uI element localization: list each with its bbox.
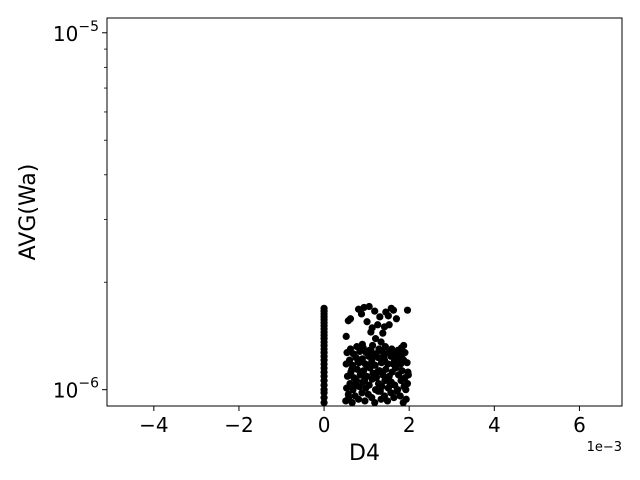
data-point bbox=[394, 386, 402, 394]
data-point bbox=[384, 312, 392, 320]
data-point bbox=[380, 352, 388, 360]
data-point bbox=[376, 313, 384, 321]
data-point bbox=[390, 394, 398, 402]
data-point bbox=[377, 338, 385, 346]
data-point bbox=[381, 343, 389, 351]
data-point bbox=[363, 318, 371, 326]
data-point bbox=[383, 397, 392, 405]
data-points bbox=[320, 302, 412, 407]
data-point bbox=[357, 310, 366, 318]
data-point bbox=[392, 315, 401, 323]
data-point bbox=[351, 381, 359, 389]
data-point bbox=[371, 361, 379, 369]
data-point bbox=[399, 350, 407, 358]
data-point bbox=[371, 398, 379, 407]
data-point bbox=[371, 335, 380, 343]
data-point bbox=[348, 365, 356, 373]
y-axis-label: AVG(Wa) bbox=[16, 164, 41, 261]
data-point bbox=[403, 379, 412, 388]
data-point bbox=[371, 307, 379, 315]
data-point bbox=[389, 306, 398, 314]
data-point bbox=[392, 363, 401, 371]
data-point bbox=[361, 397, 369, 405]
data-point bbox=[342, 332, 350, 341]
y-tick-label: 10−5 bbox=[53, 19, 99, 46]
data-point bbox=[346, 356, 354, 364]
data-point bbox=[360, 377, 369, 385]
data-point bbox=[373, 368, 381, 376]
data-point bbox=[365, 381, 373, 389]
data-point bbox=[374, 321, 382, 329]
x-tick-label: 2 bbox=[403, 413, 416, 437]
data-point bbox=[350, 374, 358, 382]
data-point bbox=[349, 350, 358, 358]
data-point bbox=[402, 395, 410, 403]
y-axis-ticks: 10−6 10−5 bbox=[53, 19, 107, 403]
x-tick-label: 4 bbox=[488, 413, 501, 437]
data-point bbox=[384, 360, 392, 368]
data-point bbox=[383, 375, 391, 383]
data-point bbox=[348, 398, 356, 407]
plot-frame bbox=[106, 17, 623, 407]
x-axis-label: D4 bbox=[349, 441, 380, 466]
data-point bbox=[354, 357, 362, 366]
data-point bbox=[320, 398, 328, 407]
data-point bbox=[404, 371, 412, 379]
data-point bbox=[403, 359, 411, 367]
data-point bbox=[379, 329, 387, 337]
data-point bbox=[365, 302, 373, 311]
data-point bbox=[346, 315, 355, 323]
data-point bbox=[367, 346, 375, 354]
data-point bbox=[385, 321, 393, 329]
data-point bbox=[403, 306, 412, 314]
data-point bbox=[386, 381, 394, 389]
x-tick-label: −2 bbox=[224, 413, 253, 437]
y-tick-label: 10−6 bbox=[53, 376, 99, 403]
data-point bbox=[370, 352, 378, 360]
data-point bbox=[402, 386, 410, 394]
data-point bbox=[376, 387, 384, 395]
data-point bbox=[344, 390, 352, 398]
x-axis-ticks: −4 −2 0 2 4 6 bbox=[139, 406, 586, 437]
data-point bbox=[396, 392, 404, 400]
data-point bbox=[398, 367, 406, 375]
data-point bbox=[367, 328, 375, 336]
data-point bbox=[320, 304, 328, 312]
data-point bbox=[372, 374, 381, 382]
x-axis-offset-label: 1e−3 bbox=[587, 440, 622, 455]
x-tick-label: 0 bbox=[318, 413, 331, 437]
x-tick-label: −4 bbox=[139, 413, 168, 437]
data-point bbox=[363, 363, 372, 371]
data-point bbox=[357, 371, 365, 379]
data-point bbox=[353, 365, 361, 373]
x-tick-label: 6 bbox=[573, 413, 586, 437]
data-point bbox=[354, 395, 363, 403]
